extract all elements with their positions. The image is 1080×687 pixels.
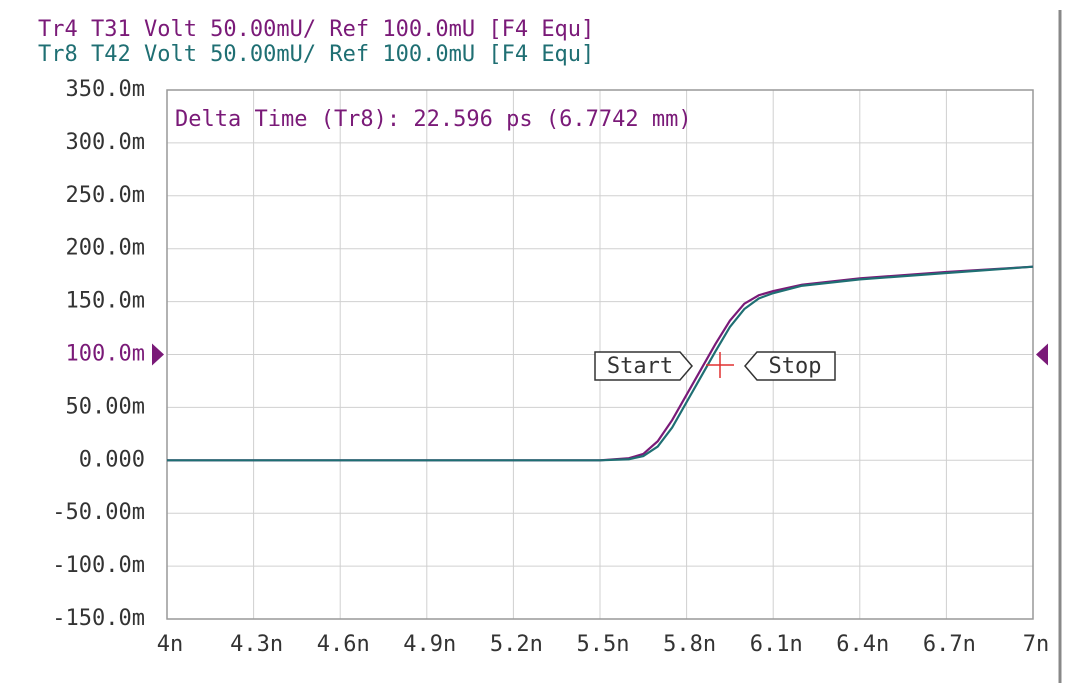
legend-entry: Tr4 T31 Volt 50.00mU/ Ref 100.0mU [F4 Eq… [38,17,594,42]
reference-marker [1036,343,1048,366]
y-tick-label: -50.00m [52,500,145,525]
reference-marker [152,343,164,366]
cursor-cross [706,352,734,378]
y-tick-label: 350.0m [66,77,145,102]
stop-marker: Stop [744,351,836,381]
y-tick-label: 50.00m [66,394,145,419]
x-tick-label: 4.9n [403,632,456,657]
annotation: Delta Time (Tr8): 22.596 ps (6.7742 mm) [175,107,692,132]
y-tick-label: 200.0m [66,236,145,261]
x-tick-label: 6.7n [923,632,976,657]
y-tick-label: 250.0m [66,183,145,208]
y-tick-label: 300.0m [66,130,145,155]
y-tick-label: 0.000 [79,447,145,472]
x-tick-label: 7n [1023,632,1050,657]
marker-label: Stop [769,354,822,379]
y-tick-label: 100.0m [66,342,145,367]
y-tick-label: -100.0m [52,553,145,578]
plot-frame [166,89,1034,620]
x-tick-label: 5.2n [490,632,543,657]
x-tick-label: 4.3n [230,632,283,657]
marker-box [744,351,836,381]
marker-label: Start [607,354,673,379]
y-tick-label: 150.0m [66,289,145,314]
start-marker: Start [594,351,693,381]
x-tick-label: 4n [157,632,184,657]
legend-entry: Tr8 T42 Volt 50.00mU/ Ref 100.0mU [F4 Eq… [38,42,594,67]
x-tick-label: 5.5n [577,632,630,657]
plot [167,265,1034,462]
x-tick-label: 6.4n [836,632,889,657]
y-tick-label: -150.0m [52,606,145,631]
x-tick-label: 6.1n [750,632,803,657]
marker-box [594,351,693,381]
x-tick-label: 5.8n [663,632,716,657]
x-tick-label: 4.6n [317,632,370,657]
series-line [167,265,1034,462]
